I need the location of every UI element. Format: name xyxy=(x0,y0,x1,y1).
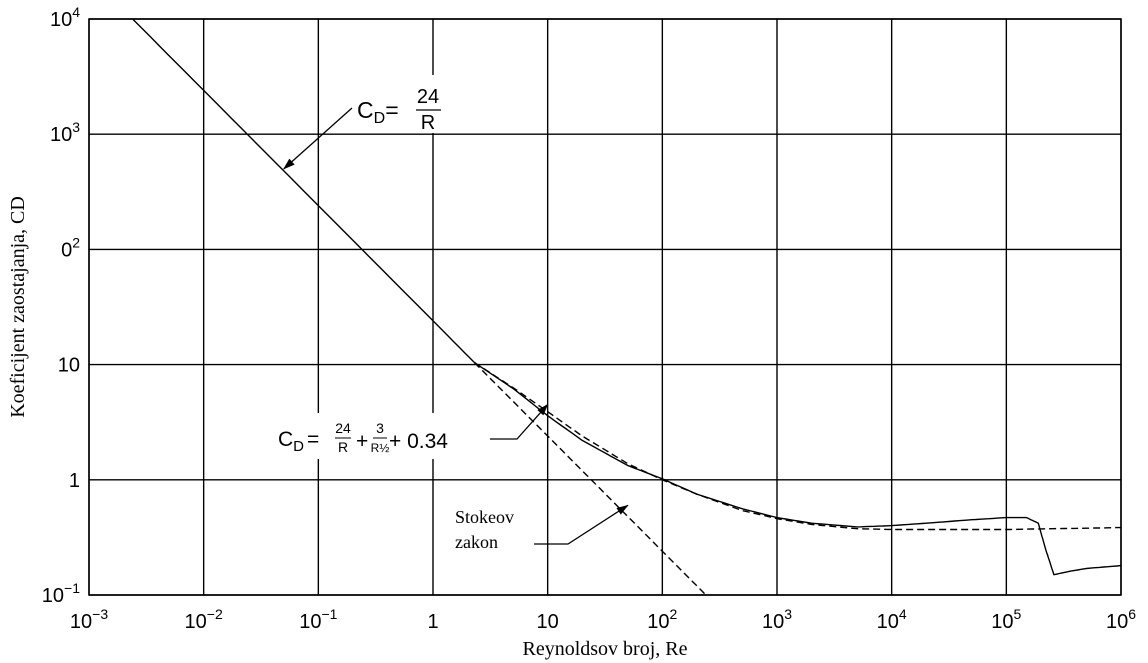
x-tick-base: 10 xyxy=(537,611,559,633)
x-tick-label: 10−3 xyxy=(70,606,108,633)
x-tick-label: 104 xyxy=(877,606,907,633)
annotation-arrow xyxy=(534,504,629,545)
x-tick-base: 10 xyxy=(762,611,784,633)
grid xyxy=(88,18,1122,596)
x-tick-exponent: −2 xyxy=(207,606,223,622)
annotation-background xyxy=(352,75,444,133)
y-tick-base: 10 xyxy=(50,124,72,146)
x-tick-base: 10 xyxy=(647,611,669,633)
annotation-background xyxy=(450,505,530,555)
formula-c-letter: C xyxy=(278,428,293,451)
y-tick-exponent: −1 xyxy=(64,580,80,596)
x-axis-title: Reynoldsov broj, Re xyxy=(523,638,688,660)
x-tick-base: 10 xyxy=(877,611,899,633)
stokes-label-line-1: Stokeov xyxy=(455,507,514,527)
x-tick-base: 10 xyxy=(70,611,92,633)
annotation-stokes-law: Stokeov zakon xyxy=(450,504,629,555)
solid-series-line xyxy=(132,19,1121,576)
y-tick-label: 02 xyxy=(61,234,80,261)
y-tick-exponent: 2 xyxy=(72,234,80,250)
annotation-arrow xyxy=(490,403,549,440)
y-tick-base: 1 xyxy=(69,470,80,492)
data-series xyxy=(132,19,1121,595)
stokes-label-line-2: zakon xyxy=(455,532,498,552)
y-tick-label: 10 xyxy=(58,355,80,377)
x-tick-exponent: −3 xyxy=(92,606,108,622)
formula-denominator-2: R½ xyxy=(371,441,390,455)
y-tick-label: 1 xyxy=(69,470,80,492)
tick-labels: 10−3 10−2 10−1 1 10 102 103 104 105 10610−1110021… xyxy=(42,4,1136,633)
x-tick-label: 106 xyxy=(1106,606,1136,633)
formula-d-subscript: D xyxy=(293,438,304,455)
y-tick-base: 10 xyxy=(50,9,72,31)
formula-d-subscript: D xyxy=(374,110,386,127)
formula-denominator: R xyxy=(421,112,435,134)
x-tick-exponent: 5 xyxy=(1014,606,1022,622)
y-tick-label: 103 xyxy=(50,119,80,146)
formula-cd-label: CD= xyxy=(278,428,319,455)
annotation-arrow xyxy=(283,107,353,170)
y-tick-exponent: 4 xyxy=(72,4,80,20)
x-tick-base: 10 xyxy=(991,611,1013,633)
formula-numerator: 24 xyxy=(417,86,439,108)
x-tick-exponent: 4 xyxy=(899,606,907,622)
formula-equals: = xyxy=(307,428,319,451)
x-tick-exponent: 6 xyxy=(1128,606,1136,622)
formula-cd-label: CD= xyxy=(357,97,399,127)
annotation-cd-full-formula: CD = 24 R +3 R½ + 0.34 xyxy=(274,403,549,459)
x-tick-exponent: 3 xyxy=(784,606,792,622)
x-tick-exponent: −1 xyxy=(321,606,337,622)
x-tick-label: 102 xyxy=(647,606,677,633)
x-tick-base: 10 xyxy=(185,611,207,633)
x-tick-label: 10 xyxy=(537,611,559,633)
formula-numerator-1: 24 xyxy=(335,420,351,436)
y-tick-label: 104 xyxy=(50,4,80,31)
annotation-background xyxy=(274,413,490,459)
x-tick-label: 103 xyxy=(762,606,792,633)
x-tick-label: 105 xyxy=(991,606,1021,633)
x-tick-base: 10 xyxy=(299,611,321,633)
formula-denominator-1: R xyxy=(338,439,348,455)
x-tick-exponent: 2 xyxy=(670,606,678,622)
y-tick-exponent: 3 xyxy=(72,119,80,135)
y-tick-base: 10 xyxy=(42,585,64,607)
x-tick-base: 1 xyxy=(427,611,438,633)
formula-plus-1: + xyxy=(356,430,368,453)
x-tick-label: 10−1 xyxy=(299,606,337,633)
y-tick-label: 10−1 xyxy=(42,580,80,607)
y-tick-base: 10 xyxy=(58,355,80,377)
formula-equals: = xyxy=(385,97,398,123)
y-axis-title: Koeficijent zaostajanja, CD xyxy=(7,196,29,418)
formula-c-letter: C xyxy=(357,97,374,123)
x-tick-label: 10−2 xyxy=(185,606,223,633)
dashed-series-line xyxy=(474,362,707,595)
formula-numerator-2: 3 xyxy=(376,420,384,436)
plot-frame xyxy=(88,18,1122,596)
formula-plus-constant: + 0.34 xyxy=(389,430,448,453)
annotation-cd-stokes-formula: CD= 24 R xyxy=(283,75,444,170)
dashed-series-line xyxy=(474,362,1121,531)
x-tick-label: 1 xyxy=(427,611,438,633)
y-tick-base: 0 xyxy=(61,239,72,261)
x-tick-base: 10 xyxy=(1106,611,1128,633)
